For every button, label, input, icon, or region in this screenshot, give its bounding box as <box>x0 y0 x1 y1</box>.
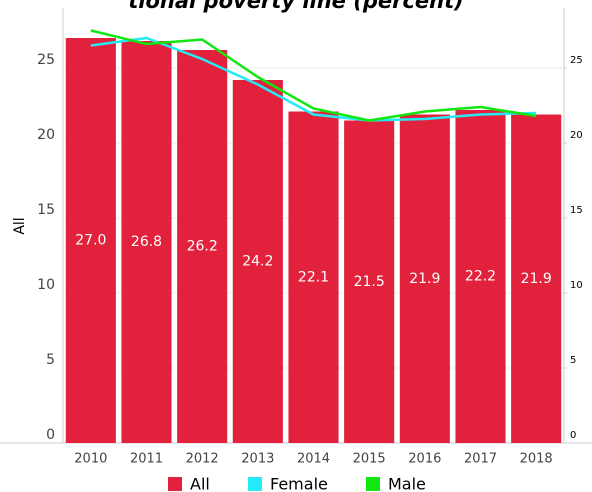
y2-tick-label: 15 <box>570 205 583 216</box>
data-label: 26.2 <box>187 239 218 255</box>
x-tick-label: 2018 <box>520 452 553 467</box>
line <box>90 36 537 122</box>
x-tick-label: 2016 <box>408 452 441 467</box>
data-label: 21.9 <box>409 271 440 287</box>
data-label: 26.8 <box>131 234 162 250</box>
bar <box>232 80 283 443</box>
bar <box>177 50 228 443</box>
data-label: 22.2 <box>465 269 496 285</box>
bar <box>455 110 506 443</box>
data-label: 24.2 <box>242 254 273 270</box>
legend-label: Male <box>388 475 426 492</box>
x-tick-label: 2015 <box>353 452 386 467</box>
y2-tick-label: 5 <box>570 355 576 366</box>
y-axis-label: All <box>12 217 28 234</box>
bar <box>121 41 172 443</box>
legend-label: All <box>190 475 210 492</box>
bar <box>399 114 450 443</box>
data-label: 21.5 <box>354 274 385 290</box>
data-label: 21.9 <box>521 271 552 287</box>
y2-tick-label: 25 <box>570 55 583 66</box>
data-label: 22.1 <box>298 269 329 285</box>
y-tick-label: 0 <box>46 427 55 443</box>
x-tick-label: 2014 <box>297 452 330 467</box>
bar <box>288 111 339 443</box>
y-tick-label: 5 <box>46 352 55 368</box>
legend-swatch <box>248 477 262 491</box>
bar <box>344 120 395 443</box>
y-tick-label: 15 <box>37 202 55 218</box>
x-tick-label: 2011 <box>130 452 163 467</box>
chart-title: tional poverty line (percent) <box>128 0 464 13</box>
y2-tick-label: 0 <box>570 430 576 441</box>
y-tick-label: 20 <box>37 127 55 143</box>
x-tick-label: 2013 <box>241 452 274 467</box>
x-tick-label: 2010 <box>74 452 107 467</box>
y-tick-label: 25 <box>37 52 55 68</box>
x-tick-label: 2017 <box>464 452 497 467</box>
data-label: 27.0 <box>75 233 106 249</box>
y2-tick-label: 10 <box>570 280 583 291</box>
y2-tick-label: 20 <box>570 130 583 141</box>
bar <box>65 38 116 443</box>
legend-swatch <box>366 477 380 491</box>
bar <box>511 114 562 443</box>
legend-swatch <box>168 477 182 491</box>
line <box>90 29 537 122</box>
y-tick-label: 10 <box>37 277 55 293</box>
x-tick-label: 2012 <box>186 452 219 467</box>
legend-label: Female <box>270 475 328 492</box>
